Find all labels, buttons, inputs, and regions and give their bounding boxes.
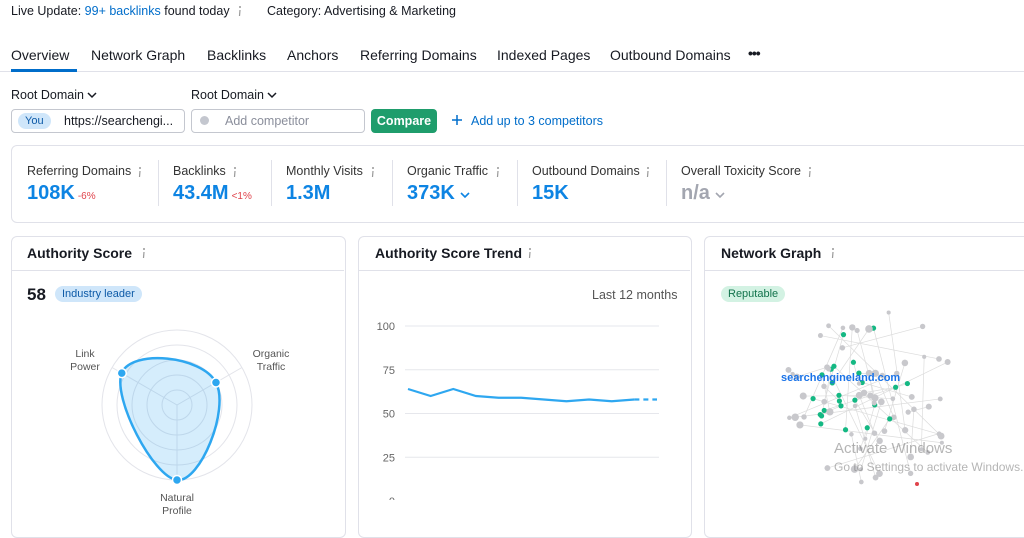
network-node: [849, 432, 854, 437]
network-node: [852, 398, 857, 403]
radar-point: [117, 369, 126, 378]
network-node: [851, 360, 856, 365]
charts: 0 25 50 75 100 searchengineland.com: [0, 0, 1024, 500]
network-node: [915, 482, 919, 486]
network-node: [867, 393, 873, 399]
radar-axis-label: Natural Profile: [147, 492, 207, 518]
network-node: [796, 421, 803, 428]
network-node: [865, 425, 870, 430]
watermark-title: Activate Windows: [834, 440, 952, 457]
network-node: [849, 324, 855, 330]
network-node: [865, 325, 873, 333]
network-node: [920, 324, 925, 329]
network-node: [905, 381, 910, 386]
network-node: [855, 328, 860, 333]
network-node: [824, 364, 830, 370]
network-node: [922, 355, 926, 359]
network-node: [787, 416, 791, 420]
network-node: [902, 427, 908, 433]
network-node: [843, 427, 848, 432]
page: Live Update: 99+ backlinks found today C…: [0, 0, 1024, 500]
network-node: [826, 408, 833, 415]
network-node: [856, 392, 863, 399]
network-node: [853, 404, 858, 409]
network-center-label: searchengineland.com: [781, 372, 900, 384]
network-node: [818, 421, 823, 426]
network-node: [926, 404, 932, 410]
network-node: [818, 333, 823, 338]
network-node: [938, 396, 943, 401]
network-edge: [795, 399, 940, 417]
network-node: [909, 394, 915, 400]
network-edge: [857, 330, 875, 398]
watermark-text: Go to Settings to activate Windows.: [834, 460, 1023, 474]
radar-axis-label: Organic Traffic: [248, 348, 294, 374]
network-node: [821, 399, 827, 405]
network-node: [810, 396, 815, 401]
network-node: [882, 428, 888, 434]
network-node: [887, 416, 892, 421]
y-tick-label: 100: [377, 321, 395, 333]
network-node: [937, 431, 941, 435]
network-node: [819, 413, 824, 418]
network-node: [841, 326, 846, 331]
network-node: [800, 393, 807, 400]
network-node: [821, 384, 826, 389]
y-tick-label: 75: [383, 365, 395, 377]
radar-axis-label: Link Power: [62, 348, 108, 374]
network-node: [936, 356, 942, 362]
network-node: [791, 414, 798, 421]
network-node: [831, 364, 836, 369]
network-node: [822, 408, 827, 413]
network-node: [824, 465, 830, 471]
network-node: [836, 393, 841, 398]
radar-area: [120, 358, 219, 480]
network-node: [872, 430, 878, 436]
network-node: [838, 403, 843, 408]
network-node: [906, 410, 911, 415]
radar-point: [211, 378, 220, 387]
y-tick-label: 50: [383, 409, 395, 421]
radar-point: [173, 476, 182, 485]
network-node: [893, 385, 898, 390]
y-tick-label: 25: [383, 452, 395, 464]
network-node: [837, 398, 842, 403]
network-node: [945, 359, 951, 365]
network-node: [902, 360, 909, 367]
network-node: [826, 323, 831, 328]
network-node: [841, 332, 846, 337]
network-node: [891, 396, 896, 401]
network-node: [801, 414, 806, 419]
network-node: [840, 345, 845, 350]
network-edge: [921, 357, 924, 449]
network-node: [911, 407, 917, 413]
network-node: [887, 310, 891, 314]
network-node: [859, 480, 864, 485]
network-node: [878, 399, 885, 406]
y-tick-label: 0: [389, 496, 395, 500]
trend-line: [408, 389, 634, 401]
